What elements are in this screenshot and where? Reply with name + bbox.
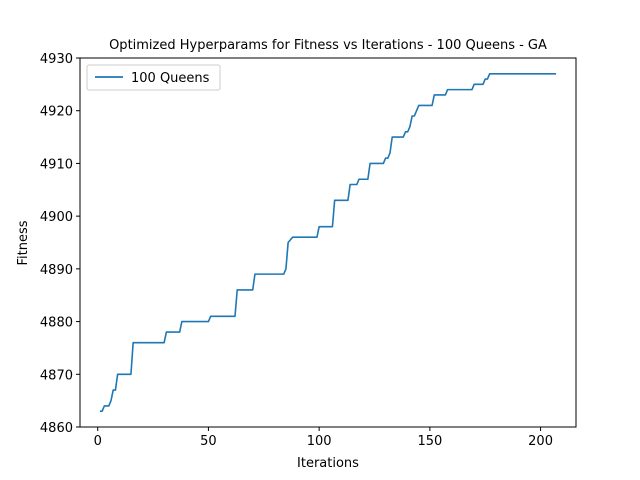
plot-area bbox=[99, 73, 557, 412]
series-line-1 bbox=[99, 73, 557, 412]
legend-box bbox=[86, 64, 221, 91]
plot-frame bbox=[79, 57, 577, 428]
y-tick-label: 4920 bbox=[40, 105, 73, 120]
legend-label: 100 Queens bbox=[131, 71, 210, 86]
chart-title: Optimized Hyperparams for Fitness vs Ite… bbox=[109, 38, 547, 53]
x-axis-label: Iterations bbox=[297, 456, 359, 471]
legend: 100 Queens bbox=[86, 64, 221, 91]
x-tick-label: 200 bbox=[528, 434, 553, 449]
x-tick-label: 0 bbox=[94, 434, 102, 449]
x-tick-label: 50 bbox=[200, 434, 217, 449]
y-axis: 4860 4870 4880 4890 4900 4910 4920 4930 bbox=[40, 52, 80, 436]
y-tick-label: 4900 bbox=[40, 210, 73, 225]
x-axis: 0 50 100 150 200 bbox=[94, 427, 553, 449]
y-tick-label: 4930 bbox=[40, 52, 73, 67]
x-tick-label: 150 bbox=[417, 434, 442, 449]
y-axis-label: Fitness bbox=[16, 220, 31, 265]
y-tick-label: 4910 bbox=[40, 157, 73, 172]
y-tick-label: 4870 bbox=[40, 368, 73, 383]
y-tick-label: 4890 bbox=[40, 263, 73, 278]
y-tick-label: 4860 bbox=[40, 421, 73, 436]
y-tick-label: 4880 bbox=[40, 316, 73, 331]
x-tick-label: 100 bbox=[307, 434, 332, 449]
